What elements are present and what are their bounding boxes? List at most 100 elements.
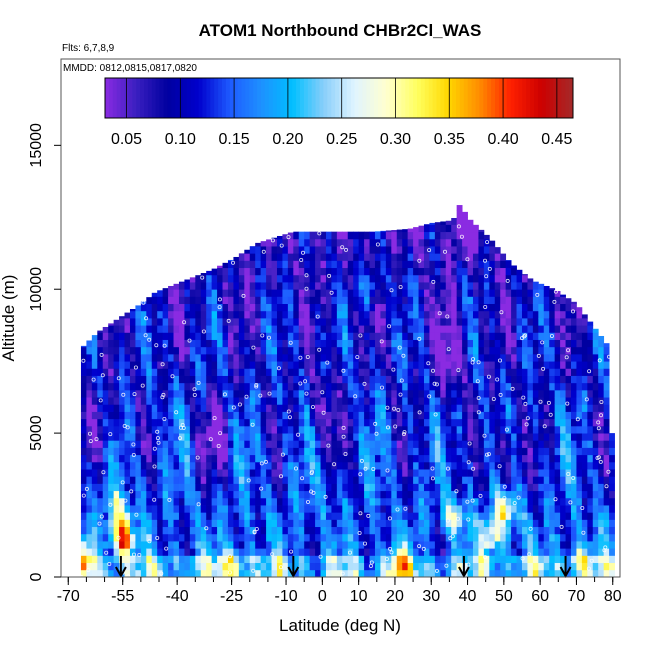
heatmap-cell — [434, 375, 441, 384]
heatmap-cell — [271, 389, 278, 398]
heatmap-cell — [434, 519, 441, 528]
heatmap-cell — [222, 346, 229, 355]
heatmap-cell — [102, 562, 109, 571]
heatmap-cell — [173, 296, 180, 305]
heatmap-cell — [173, 454, 180, 463]
heatmap-cell — [336, 562, 343, 571]
heatmap-cell — [233, 569, 240, 578]
heatmap-cell — [140, 433, 147, 441]
heatmap-cell — [260, 526, 267, 535]
heatmap-cell — [298, 454, 305, 463]
heatmap-cell — [418, 282, 425, 290]
sample-point — [104, 550, 109, 555]
sample-point — [389, 550, 394, 555]
heatmap-cell — [440, 548, 447, 556]
heatmap-cell — [516, 425, 523, 434]
heatmap-cell — [587, 321, 594, 326]
heatmap-cell — [255, 242, 262, 247]
heatmap-cell — [413, 231, 419, 240]
heatmap-cell — [342, 238, 349, 247]
heatmap-cell — [587, 555, 594, 564]
heatmap-cell — [462, 533, 468, 542]
sample-point — [230, 260, 235, 265]
heatmap-cell — [609, 519, 615, 528]
heatmap-cell — [456, 389, 463, 398]
heatmap-cell — [298, 411, 305, 420]
sample-point — [599, 413, 604, 418]
colorbar-segment — [179, 78, 184, 118]
heatmap-cell — [178, 425, 185, 434]
heatmap-cell — [538, 325, 545, 333]
heatmap-cell — [309, 361, 316, 369]
heatmap-cell — [309, 512, 316, 520]
heatmap-cell — [238, 353, 245, 362]
heatmap-cell — [467, 454, 474, 463]
heatmap-cell — [162, 389, 169, 398]
heatmap-cell — [266, 469, 272, 477]
heatmap-cell — [80, 447, 87, 456]
flight-arrows — [115, 556, 572, 579]
heatmap-cell — [315, 325, 321, 333]
heatmap-cell — [217, 569, 223, 578]
heatmap-cell — [527, 382, 534, 391]
heatmap-cell — [276, 282, 283, 290]
heatmap-cell — [260, 555, 267, 564]
heatmap-cell — [434, 469, 441, 477]
heatmap-cell — [233, 411, 240, 420]
heatmap-cell — [249, 375, 256, 384]
heatmap-cell — [168, 368, 174, 376]
heatmap-cell — [271, 361, 278, 369]
heatmap-cell — [342, 497, 349, 506]
heatmap-cell — [298, 368, 305, 376]
heatmap-cell — [195, 404, 202, 412]
heatmap-cell — [489, 440, 496, 448]
heatmap-cell — [206, 397, 213, 405]
heatmap-cell — [320, 541, 327, 549]
heatmap-cell — [489, 361, 496, 369]
heatmap-cell — [462, 526, 468, 535]
heatmap-cell — [353, 253, 360, 261]
heatmap-cell — [451, 519, 458, 528]
heatmap-cell — [462, 332, 468, 340]
heatmap-cell — [157, 411, 164, 420]
heatmap-cell — [189, 505, 196, 513]
heatmap-cell — [146, 562, 153, 571]
heatmap-cell — [532, 512, 539, 520]
heatmap-cell — [581, 425, 588, 434]
heatmap-cell — [222, 505, 229, 513]
heatmap-cell — [380, 389, 387, 398]
heatmap-cell — [505, 332, 512, 340]
heatmap-cell — [451, 461, 458, 470]
heatmap-cell — [331, 548, 338, 556]
heatmap-cell — [162, 548, 169, 556]
heatmap-cell — [260, 282, 267, 290]
heatmap-cell — [97, 404, 104, 412]
heatmap-cell — [108, 425, 115, 434]
heatmap-cell — [140, 562, 147, 571]
heatmap-cell — [543, 346, 550, 355]
sample-point — [450, 534, 455, 539]
heatmap-cell — [97, 375, 104, 384]
heatmap-cell — [97, 332, 104, 340]
heatmap-cell — [113, 555, 120, 564]
heatmap-cell — [581, 454, 588, 463]
heatmap-cell — [217, 404, 223, 412]
heatmap-cell — [396, 519, 403, 528]
heatmap-cell — [451, 569, 458, 578]
heatmap-cell — [478, 229, 485, 233]
heatmap-cell — [440, 490, 447, 499]
heatmap-cell — [266, 274, 272, 283]
heatmap-cell — [543, 562, 550, 571]
heatmap-cell — [472, 296, 479, 305]
heatmap-cell — [571, 303, 577, 312]
heatmap-cell — [108, 490, 115, 499]
heatmap-cell — [571, 505, 577, 513]
heatmap-cell — [249, 519, 256, 528]
heatmap-cell — [549, 318, 556, 326]
sample-point — [387, 516, 392, 521]
sample-point — [552, 299, 557, 304]
heatmap-cell — [478, 368, 485, 376]
heatmap-cell — [271, 267, 278, 276]
heatmap-cell — [282, 389, 289, 398]
heatmap-cell — [396, 404, 403, 412]
